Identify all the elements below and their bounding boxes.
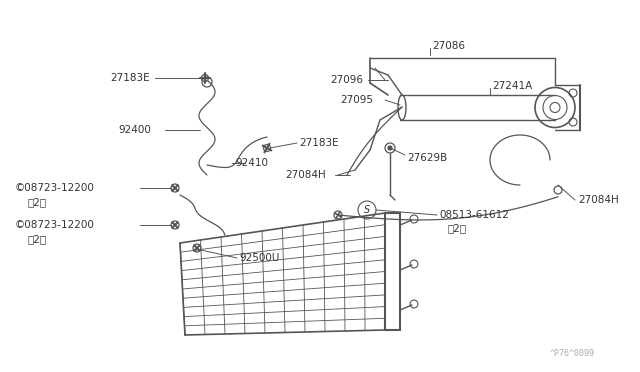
Text: 27183E: 27183E [110, 73, 150, 83]
Text: 92500U: 92500U [239, 253, 280, 263]
Text: ©08723-12200: ©08723-12200 [15, 183, 95, 193]
Text: 92400: 92400 [118, 125, 151, 135]
Text: 27084H: 27084H [285, 170, 326, 180]
Text: （2）: （2） [28, 234, 47, 244]
Text: ^P76^0099: ^P76^0099 [550, 349, 595, 358]
Text: ©08723-12200: ©08723-12200 [15, 220, 95, 230]
Circle shape [388, 146, 392, 150]
Text: 27241A: 27241A [492, 81, 532, 91]
Text: 27183E: 27183E [299, 138, 339, 148]
Text: 27095: 27095 [340, 95, 373, 105]
Text: （2）: （2） [28, 197, 47, 207]
Text: （2）: （2） [447, 223, 466, 233]
Text: 27086: 27086 [432, 41, 465, 51]
Text: 92410: 92410 [235, 158, 268, 168]
Text: 27084H: 27084H [578, 195, 619, 205]
Text: S: S [364, 205, 370, 215]
Text: 08513-61612: 08513-61612 [439, 210, 509, 220]
Text: 27629B: 27629B [407, 153, 447, 163]
Text: 27096: 27096 [330, 75, 363, 85]
